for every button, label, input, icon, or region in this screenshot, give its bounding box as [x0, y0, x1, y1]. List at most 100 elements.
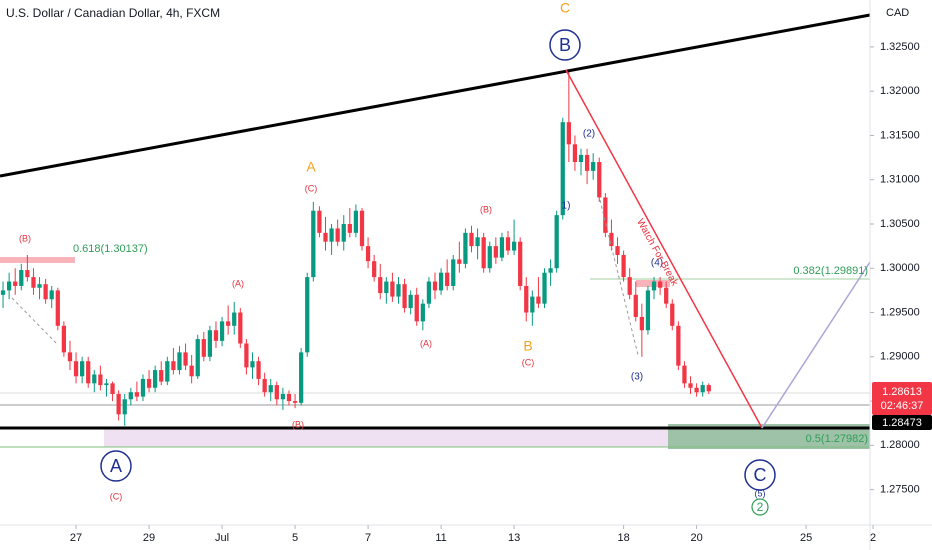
- candle-body: [250, 361, 255, 368]
- candle-body: [353, 210, 359, 233]
- last-price: 1.28613: [882, 386, 922, 398]
- candle-body: [61, 325, 67, 353]
- candle-body: [359, 210, 365, 247]
- y-tick-label: 1.29000: [880, 351, 920, 363]
- candle-body: [566, 122, 571, 145]
- candle-body: [280, 393, 286, 400]
- candle-body: [700, 385, 705, 393]
- x-tick-label: 2: [870, 532, 876, 544]
- candle-body: [299, 352, 304, 403]
- wave-label: (B): [19, 233, 31, 243]
- x-tick-label: 5: [292, 532, 298, 544]
- candle-body: [505, 237, 511, 251]
- wave-label: 0.382(1.29891): [793, 265, 868, 277]
- candle-body: [536, 296, 541, 304]
- candle-body: [183, 352, 188, 366]
- projection-line: [761, 261, 871, 429]
- candle-body: [451, 259, 456, 286]
- wave-label: A: [306, 159, 316, 175]
- x-tick-label: Jul: [215, 532, 229, 544]
- candle-body: [694, 387, 699, 393]
- candle-body: [706, 385, 711, 392]
- candle-body: [524, 285, 529, 313]
- wave-label: (C): [110, 491, 123, 501]
- wave-label: C: [754, 465, 767, 485]
- chart-title: U.S. Dollar / Canadian Dollar, 4h, FXCM: [6, 6, 220, 20]
- candle-body: [511, 241, 517, 251]
- x-tick-label: 7: [365, 532, 371, 544]
- candle-body: [195, 339, 200, 377]
- candle-body: [140, 378, 146, 397]
- candle-body: [189, 365, 194, 377]
- last-price-box: [872, 382, 932, 415]
- candle-body: [560, 122, 565, 216]
- candle-body: [171, 361, 176, 371]
- wave-circle: [549, 29, 581, 61]
- candle-body: [317, 210, 322, 233]
- candle-body: [43, 284, 48, 300]
- x-tick-label: 20: [690, 532, 702, 544]
- y-tick-label: 1.29500: [880, 306, 920, 318]
- candle-body: [670, 303, 675, 326]
- y-tick-label: 1.30000: [880, 262, 920, 274]
- candle-body: [457, 259, 462, 264]
- candle-body: [226, 321, 231, 326]
- wave-label: (4): [651, 258, 663, 269]
- candle-body: [603, 197, 608, 233]
- wave-circle: [744, 459, 776, 491]
- candle-body: [238, 312, 243, 344]
- candle-body: [481, 237, 486, 269]
- candle-body: [201, 339, 206, 357]
- candle-body: [651, 281, 657, 291]
- wave-label: (C): [522, 357, 535, 367]
- candle-body: [578, 154, 584, 163]
- wave-label: B: [523, 338, 532, 354]
- candle-body: [232, 312, 237, 326]
- candle-body: [633, 294, 638, 317]
- candle-body: [469, 232, 474, 247]
- x-tick-label: 29: [143, 532, 155, 544]
- wave-label: (A): [420, 338, 432, 348]
- candle-body: [244, 343, 249, 368]
- wave-label: (A): [232, 278, 244, 288]
- candle-body: [146, 378, 152, 388]
- candle-body: [518, 241, 523, 286]
- y-tick-label: 1.31500: [880, 129, 920, 141]
- candle-body: [0, 290, 6, 295]
- candle-body: [122, 399, 127, 415]
- candle-body: [445, 272, 450, 286]
- candle-body: [6, 281, 12, 291]
- trend-line: [0, 13, 871, 178]
- candle-body: [335, 228, 340, 242]
- candle-body: [219, 321, 225, 341]
- candle-body: [67, 352, 73, 362]
- y-tick-label: 1.28000: [880, 439, 920, 451]
- candle-body: [292, 401, 298, 403]
- candle-body: [110, 383, 115, 394]
- candle-body: [86, 361, 91, 384]
- wave-label: 2: [757, 500, 764, 514]
- candle-body: [493, 246, 498, 258]
- candle-body: [572, 144, 578, 163]
- candle-body: [311, 210, 316, 278]
- candle-body: [347, 223, 352, 233]
- candle-body: [621, 254, 626, 278]
- candle-body: [213, 330, 219, 341]
- candles: [0, 69, 711, 426]
- x-tick-label: 18: [617, 532, 629, 544]
- candle-body: [286, 393, 292, 402]
- wave-line: [11, 297, 59, 346]
- candle-body: [432, 281, 438, 291]
- candle-body: [475, 237, 480, 247]
- candle-body: [390, 281, 395, 297]
- candle-body: [548, 268, 553, 273]
- y-tick-label: 1.30500: [880, 218, 920, 230]
- candle-body: [645, 290, 651, 331]
- wave-label: A: [110, 456, 122, 476]
- x-tick-label: 13: [508, 532, 520, 544]
- x-tick-label: 27: [70, 532, 82, 544]
- candle-body: [341, 223, 346, 242]
- candle-body: [378, 277, 383, 294]
